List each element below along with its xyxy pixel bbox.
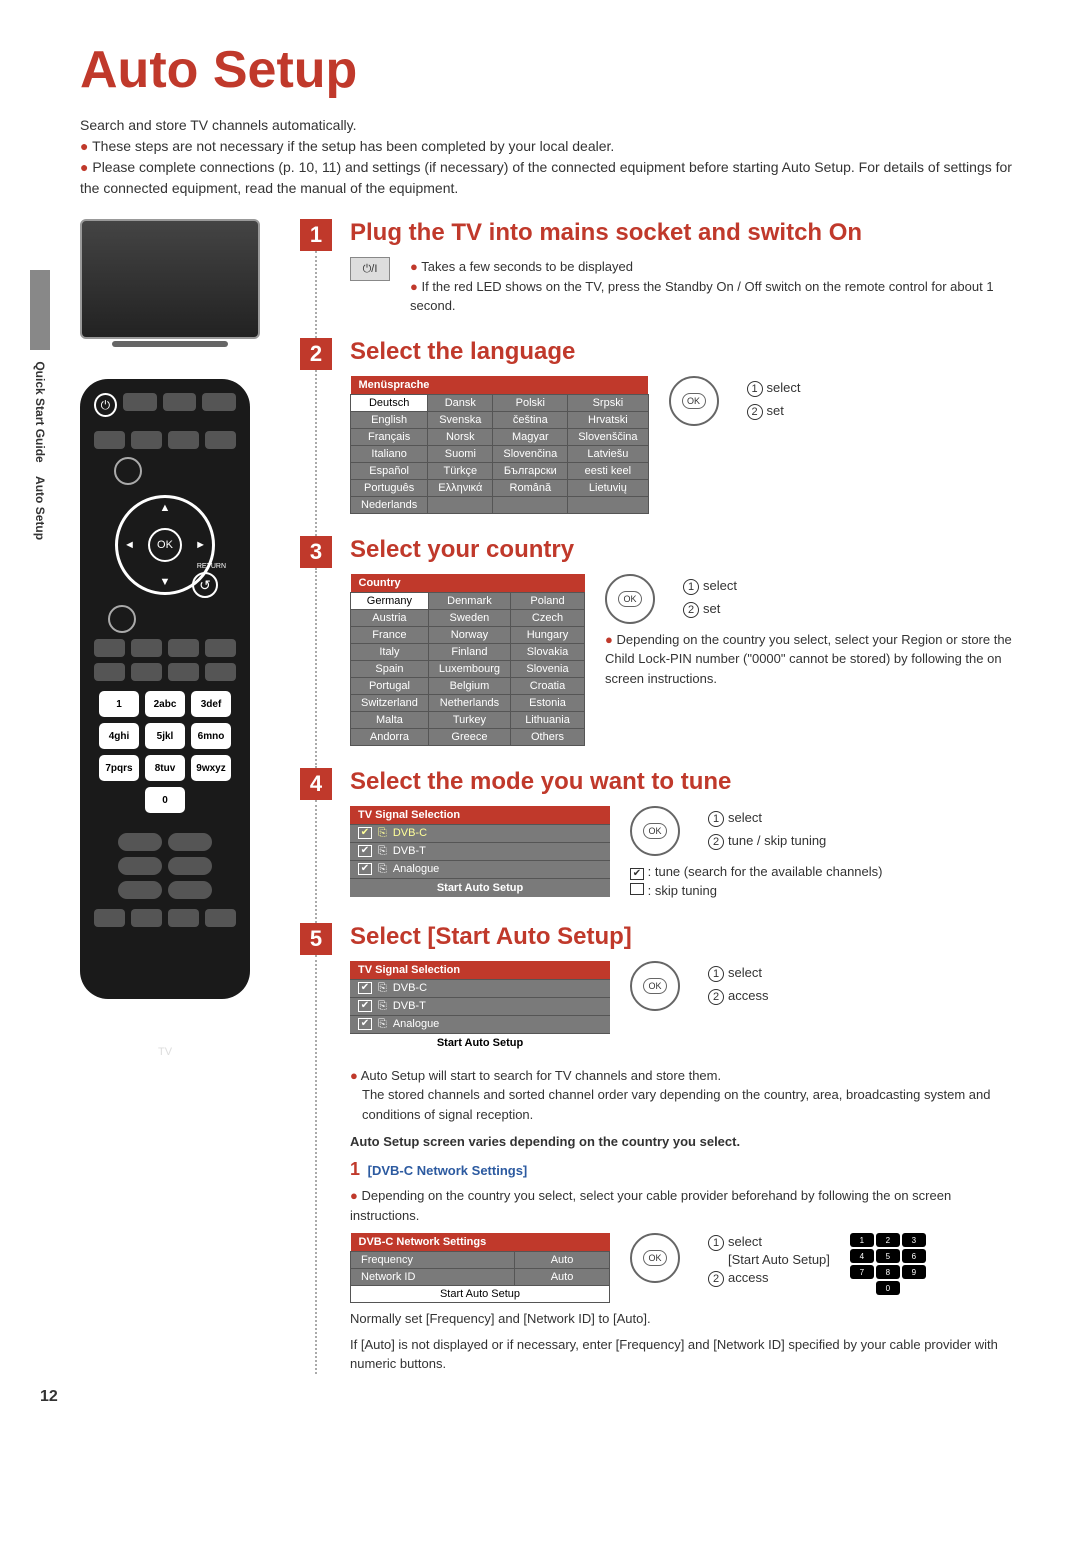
nav-icon: OK bbox=[605, 574, 675, 624]
step3-note: Depending on the country you select, sel… bbox=[605, 632, 1012, 686]
intro-line-1: Search and store TV channels automatical… bbox=[80, 115, 1020, 136]
step-4-title: Select the mode you want to tune bbox=[350, 768, 1020, 796]
step5-footer2: If [Auto] is not displayed or if necessa… bbox=[350, 1335, 1020, 1374]
step-number-1: 1 bbox=[300, 219, 332, 251]
step1-b2: If the red LED shows on the TV, press th… bbox=[410, 279, 994, 314]
steps-column: 1 Plug the TV into mains socket and swit… bbox=[300, 219, 1020, 1396]
step-1: 1 Plug the TV into mains socket and swit… bbox=[300, 219, 1020, 316]
step-1-title: Plug the TV into mains socket and switch… bbox=[350, 219, 1020, 247]
signal-selection-box-1: TV Signal Selection ✔ ⎘ DVB-C ✔ ⎘ DVB-T … bbox=[350, 806, 610, 897]
step4-legend1: : tune (search for the available channel… bbox=[648, 864, 883, 879]
brand-sub: TV bbox=[94, 1046, 236, 1058]
step2-sel1: select bbox=[767, 380, 801, 395]
step-3: 3 Select your country Country GermanyDen… bbox=[300, 536, 1020, 746]
step5-note1: Auto Setup will start to search for TV c… bbox=[361, 1068, 721, 1083]
power-icon: ⏻ bbox=[94, 393, 117, 417]
step-number-2: 2 bbox=[300, 338, 332, 370]
step-2: 2 Select the language Menüsprache Deutsc… bbox=[300, 338, 1020, 514]
step5-note2: The stored channels and sorted channel o… bbox=[362, 1085, 1020, 1124]
step4-legend2: : skip tuning bbox=[648, 883, 717, 898]
step-5: 5 Select [Start Auto Setup] TV Signal Se… bbox=[300, 923, 1020, 1374]
side-label-autosetup: Auto Setup bbox=[33, 476, 47, 540]
step-number-5: 5 bbox=[300, 923, 332, 955]
mini-numpad-icon: 123 456 789 0 bbox=[850, 1233, 926, 1295]
ok-button: OK bbox=[148, 528, 182, 562]
step-number-4: 4 bbox=[300, 768, 332, 800]
nav-icon: OK bbox=[630, 806, 700, 856]
nav-icon: OK bbox=[630, 961, 700, 1011]
illustrations-column: ⏻ ▲ ◄ ► ▼ OK ↺ RETURN 12abc3def 4ghi5j bbox=[80, 219, 280, 1396]
nav-icon: OK bbox=[669, 376, 739, 426]
step-5-title: Select [Start Auto Setup] bbox=[350, 923, 1020, 951]
step2-sel2: set bbox=[767, 403, 784, 418]
step5-footer1: Normally set [Frequency] and [Network ID… bbox=[350, 1309, 1020, 1329]
nav-icon: OK bbox=[630, 1233, 700, 1283]
brand-label: Panasonic bbox=[94, 1027, 236, 1042]
intro-text: Search and store TV channels automatical… bbox=[80, 115, 1020, 199]
dvbc-subnote: Depending on the country you select, sel… bbox=[350, 1188, 951, 1223]
return-button: ↺ bbox=[192, 572, 218, 598]
intro-line-3: Please complete connections (p. 10, 11) … bbox=[80, 159, 1012, 196]
dvbc-settings-table: DVB-C Network Settings FrequencyAuto Net… bbox=[350, 1233, 610, 1303]
step-number-3: 3 bbox=[300, 536, 332, 568]
numpad: 12abc3def 4ghi5jkl6mno 7pqrs8tuv9wxyz 0 bbox=[94, 691, 236, 813]
intro-line-2: These steps are not necessary if the set… bbox=[92, 138, 614, 154]
side-tab: Quick Start Guide Auto Setup bbox=[30, 270, 50, 540]
page-title: Auto Setup bbox=[80, 40, 1020, 100]
step-4: 4 Select the mode you want to tune TV Si… bbox=[300, 768, 1020, 901]
step-2-title: Select the language bbox=[350, 338, 1020, 366]
remote-illustration: ⏻ ▲ ◄ ► ▼ OK ↺ RETURN 12abc3def 4ghi5j bbox=[80, 379, 250, 999]
country-menu: Country GermanyDenmarkPoland AustriaSwed… bbox=[350, 574, 585, 746]
page: Quick Start Guide Auto Setup Auto Setup … bbox=[0, 0, 1080, 1426]
mains-switch-icon: ⏻/I bbox=[350, 257, 390, 281]
side-label-quickstart: Quick Start Guide bbox=[33, 361, 47, 462]
page-number: 12 bbox=[40, 1388, 58, 1406]
tv-illustration bbox=[80, 219, 260, 339]
step-3-title: Select your country bbox=[350, 536, 1020, 564]
signal-selection-box-2: TV Signal Selection ✔ ⎘ DVB-C ✔ ⎘ DVB-T … bbox=[350, 961, 610, 1052]
dvbc-settings-heading: [DVB-C Network Settings] bbox=[368, 1163, 528, 1178]
language-menu: Menüsprache DeutschDanskPolskiSrpski Eng… bbox=[350, 376, 649, 514]
step1-b1: Takes a few seconds to be displayed bbox=[421, 259, 633, 274]
varies-heading: Auto Setup screen varies depending on th… bbox=[350, 1134, 1020, 1149]
dpad: ▲ ◄ ► ▼ OK ↺ RETURN bbox=[115, 495, 215, 595]
